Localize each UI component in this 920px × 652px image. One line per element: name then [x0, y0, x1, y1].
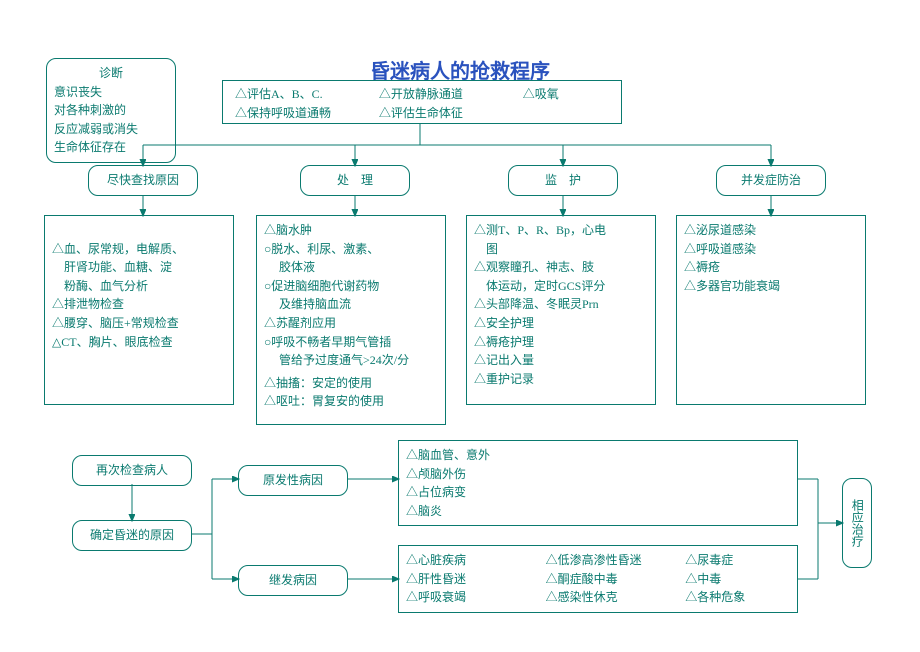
c-l6: △安全护理	[474, 314, 648, 333]
top-c1a: △评估A、B、C.	[235, 85, 379, 104]
c-l4: 体运动，定时GCS评分	[474, 277, 648, 296]
recheck-box: 再次检查病人	[72, 455, 192, 486]
b-l7: ○呼吸不畅者早期气管插	[264, 333, 438, 352]
top-c2a: △开放静脉通道	[379, 85, 523, 104]
diag-l2: 对各种刺激的	[54, 101, 168, 120]
c-l3: △观察瞳孔、神志、肢	[474, 258, 648, 277]
s-c1a: △心脏疾病	[406, 551, 546, 570]
c-l1: △测T、P、R、Bp，心电	[474, 221, 648, 240]
top-c2b: △评估生命体征	[379, 104, 523, 123]
b-l2: ○脱水、利尿、激素、	[264, 240, 438, 259]
c-l7: △褥疮护理	[474, 333, 648, 352]
b-l3: 胶体液	[264, 258, 438, 277]
diag-header: 诊断	[54, 64, 168, 83]
b-l9: △抽搐：安定的使用	[264, 374, 438, 393]
determine-box: 确定昏迷的原因	[72, 520, 192, 551]
a-l3: 粉酶、血气分析	[52, 277, 226, 296]
detail-treatment: △脑水肿 ○脱水、利尿、激素、 胶体液 ○促进脑细胞代谢药物 及维持脑血流 △苏…	[256, 215, 446, 425]
b-l1: △脑水肿	[264, 221, 438, 240]
top-c3a: △吸氧	[523, 85, 609, 104]
primary-list-box: △脑血管、意外 △颅脑外伤 △占位病变 △脑炎	[398, 440, 798, 526]
c-l9: △重护记录	[474, 370, 648, 389]
d-l4: △多器官功能衰竭	[684, 277, 858, 296]
b-l10: △呕吐：胃复安的使用	[264, 392, 438, 411]
secondary-list-box: △心脏疾病 △肝性昏迷 △呼吸衰竭 △低渗高渗性昏迷 △酮症酸中毒 △感染性休克…	[398, 545, 798, 613]
a-l4: △排泄物检查	[52, 295, 226, 314]
diag-l3: 反应减弱或消失	[54, 120, 168, 139]
b-l6: △苏醒剂应用	[264, 314, 438, 333]
s-c1b: △肝性昏迷	[406, 570, 546, 589]
s-c3a: △尿毒症	[685, 551, 790, 570]
d-l3: △褥疮	[684, 258, 858, 277]
d-l1: △泌尿道感染	[684, 221, 858, 240]
branch-treatment: 处 理	[300, 165, 410, 196]
detail-monitor: △测T、P、R、Bp，心电 图 △观察瞳孔、神志、肢 体运动，定时GCS评分 △…	[466, 215, 656, 405]
diag-l4: 生命体征存在	[54, 138, 168, 157]
c-l2: 图	[474, 240, 648, 259]
diagnosis-box: 诊断 意识丧失 对各种刺激的 反应减弱或消失 生命体征存在	[46, 58, 176, 163]
secondary-cause-box: 继发病因	[238, 565, 348, 596]
top-c1b: △保持呼吸道通畅	[235, 104, 379, 123]
detail-find-cause: △血、尿常规，电解质、 肝肾功能、血糖、淀 粉酶、血气分析 △排泄物检查 △腰穿…	[44, 215, 234, 405]
branch-monitor: 监 护	[508, 165, 618, 196]
branch-complication: 并发症防治	[716, 165, 826, 196]
a-l2: 肝肾功能、血糖、淀	[52, 258, 226, 277]
s-c3b: △中毒	[685, 570, 790, 589]
s-c1c: △呼吸衰竭	[406, 588, 546, 607]
p-l4: △脑炎	[406, 502, 790, 521]
branch-find-cause: 尽快查找原因	[88, 165, 198, 196]
b-l8: 管给予过度通气>24次/分	[264, 351, 438, 370]
p-l3: △占位病变	[406, 483, 790, 502]
p-l2: △颅脑外伤	[406, 465, 790, 484]
a-l5: △腰穿、脑压+常规检查	[52, 314, 226, 333]
s-c2a: △低渗高渗性昏迷	[546, 551, 686, 570]
d-l2: △呼吸道感染	[684, 240, 858, 259]
s-c3c: △各种危象	[685, 588, 790, 607]
b-l4: ○促进脑细胞代谢药物	[264, 277, 438, 296]
a-l6: △CT、胸片、眼底检查	[52, 333, 226, 352]
c-l8: △记出入量	[474, 351, 648, 370]
s-c2c: △感染性休克	[546, 588, 686, 607]
assessment-box: △评估A、B、C.△保持呼吸道通畅 △开放静脉通道△评估生命体征 △吸氧	[222, 80, 622, 124]
a-l1: △血、尿常规，电解质、	[52, 240, 226, 259]
primary-cause-box: 原发性病因	[238, 465, 348, 496]
treatment-box: 相应治疗	[842, 478, 872, 568]
c-l5: △头部降温、冬眠灵Prn	[474, 295, 648, 314]
detail-complication: △泌尿道感染 △呼吸道感染 △褥疮 △多器官功能衰竭	[676, 215, 866, 405]
p-l1: △脑血管、意外	[406, 446, 790, 465]
diag-l1: 意识丧失	[54, 83, 168, 102]
s-c2b: △酮症酸中毒	[546, 570, 686, 589]
b-l5: 及维持脑血流	[264, 295, 438, 314]
